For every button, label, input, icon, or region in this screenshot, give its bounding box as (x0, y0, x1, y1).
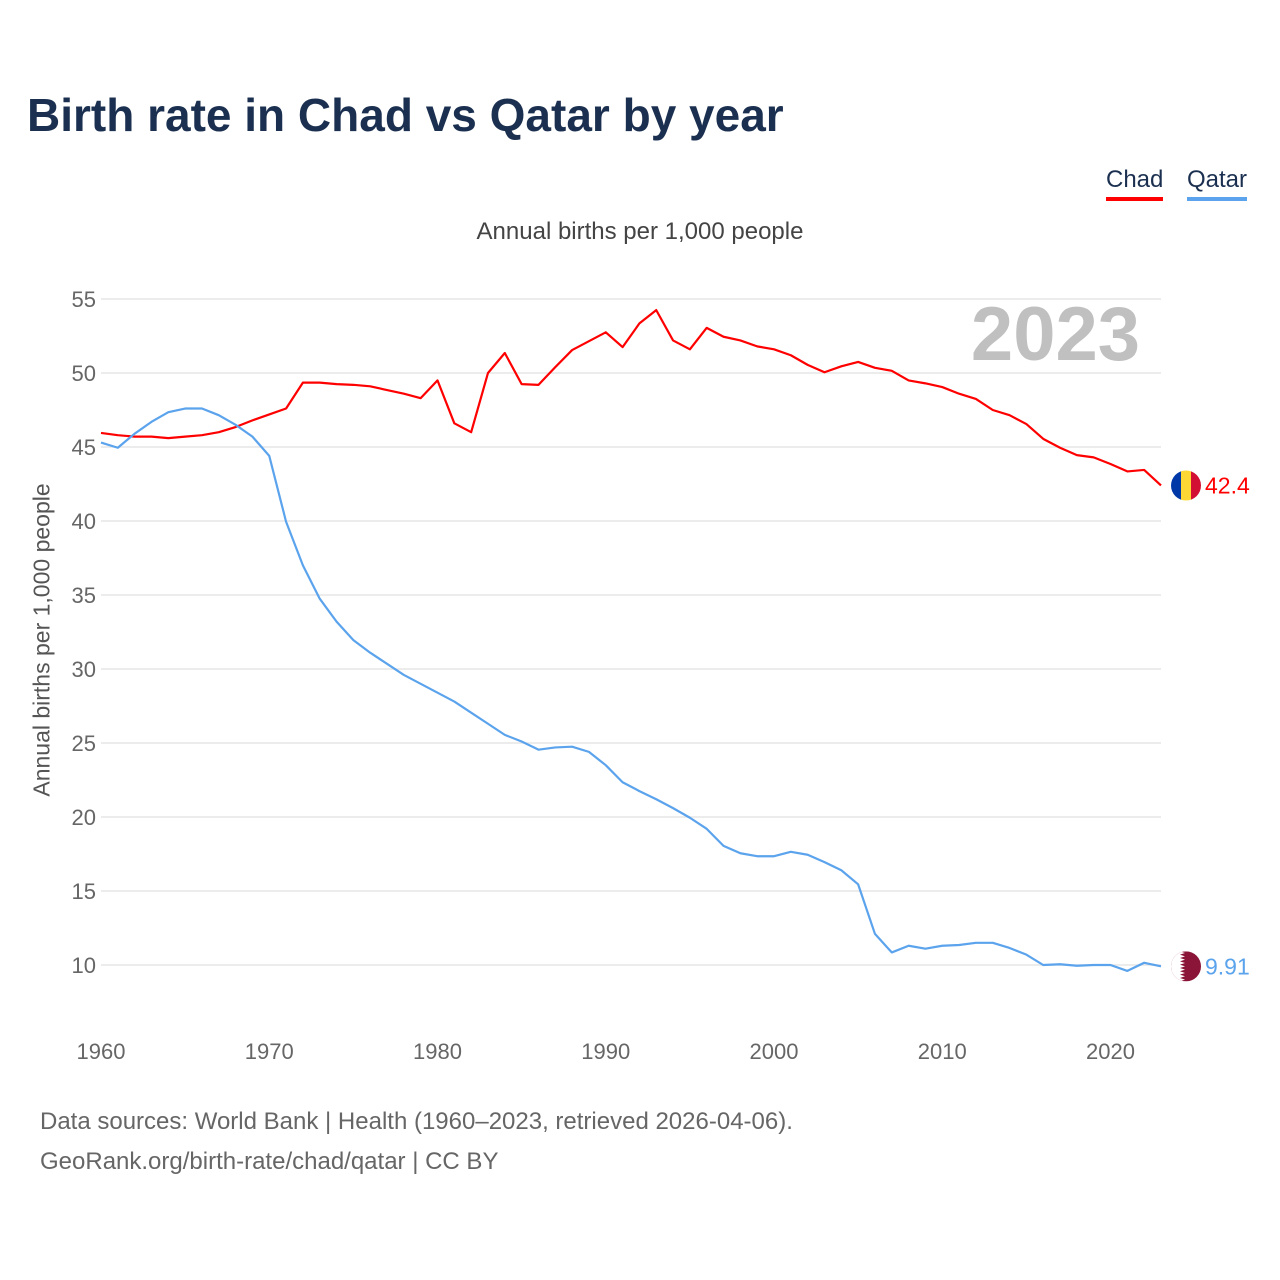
flag-stripe (1191, 470, 1201, 501)
legend-chad[interactable]: Chad (1106, 166, 1164, 201)
chart-subtitle: Annual births per 1,000 people (476, 218, 804, 245)
x-tick-label: 2000 (750, 1039, 799, 1064)
x-tick-label: 1990 (581, 1039, 630, 1064)
legend-qatar[interactable]: Qatar (1187, 166, 1248, 201)
y-tick-label: 40 (72, 509, 96, 534)
x-tick-label: 1960 (77, 1039, 126, 1064)
y-tick-label: 55 (72, 287, 96, 312)
y-tick-label: 20 (72, 805, 96, 830)
y-tick-label: 50 (72, 361, 96, 386)
x-tick-label: 2020 (1086, 1039, 1135, 1064)
x-tick-label: 1980 (413, 1039, 462, 1064)
chart-title: Birth rate in Chad vs Qatar by year (27, 89, 784, 141)
y-tick-label: 10 (72, 953, 96, 978)
series-line-qatar (100, 407, 1162, 973)
y-tick-label: 35 (72, 583, 96, 608)
flag-stripe (1181, 470, 1192, 501)
y-tick-label: 30 (72, 657, 96, 682)
x-tick-label: 2010 (918, 1039, 967, 1064)
end-value-label-qatar: 9.91 (1205, 953, 1250, 979)
y-tick-label: 25 (72, 731, 96, 756)
y-tick-label: 45 (72, 435, 96, 460)
year-watermark: 2023 (971, 292, 1140, 377)
footer-credit[interactable]: GeoRank.org/birth-rate/chad/qatar | CC B… (40, 1148, 499, 1175)
y-tick-label: 15 (72, 879, 96, 904)
x-tick-label: 1970 (245, 1039, 294, 1064)
end-value-label-chad: 42.4 (1205, 472, 1250, 498)
footer-sources: Data sources: World Bank | Health (1960–… (40, 1108, 793, 1135)
flag-serration (1171, 951, 1185, 982)
flag-stripe (1171, 470, 1182, 501)
series-line-chad (100, 309, 1162, 487)
